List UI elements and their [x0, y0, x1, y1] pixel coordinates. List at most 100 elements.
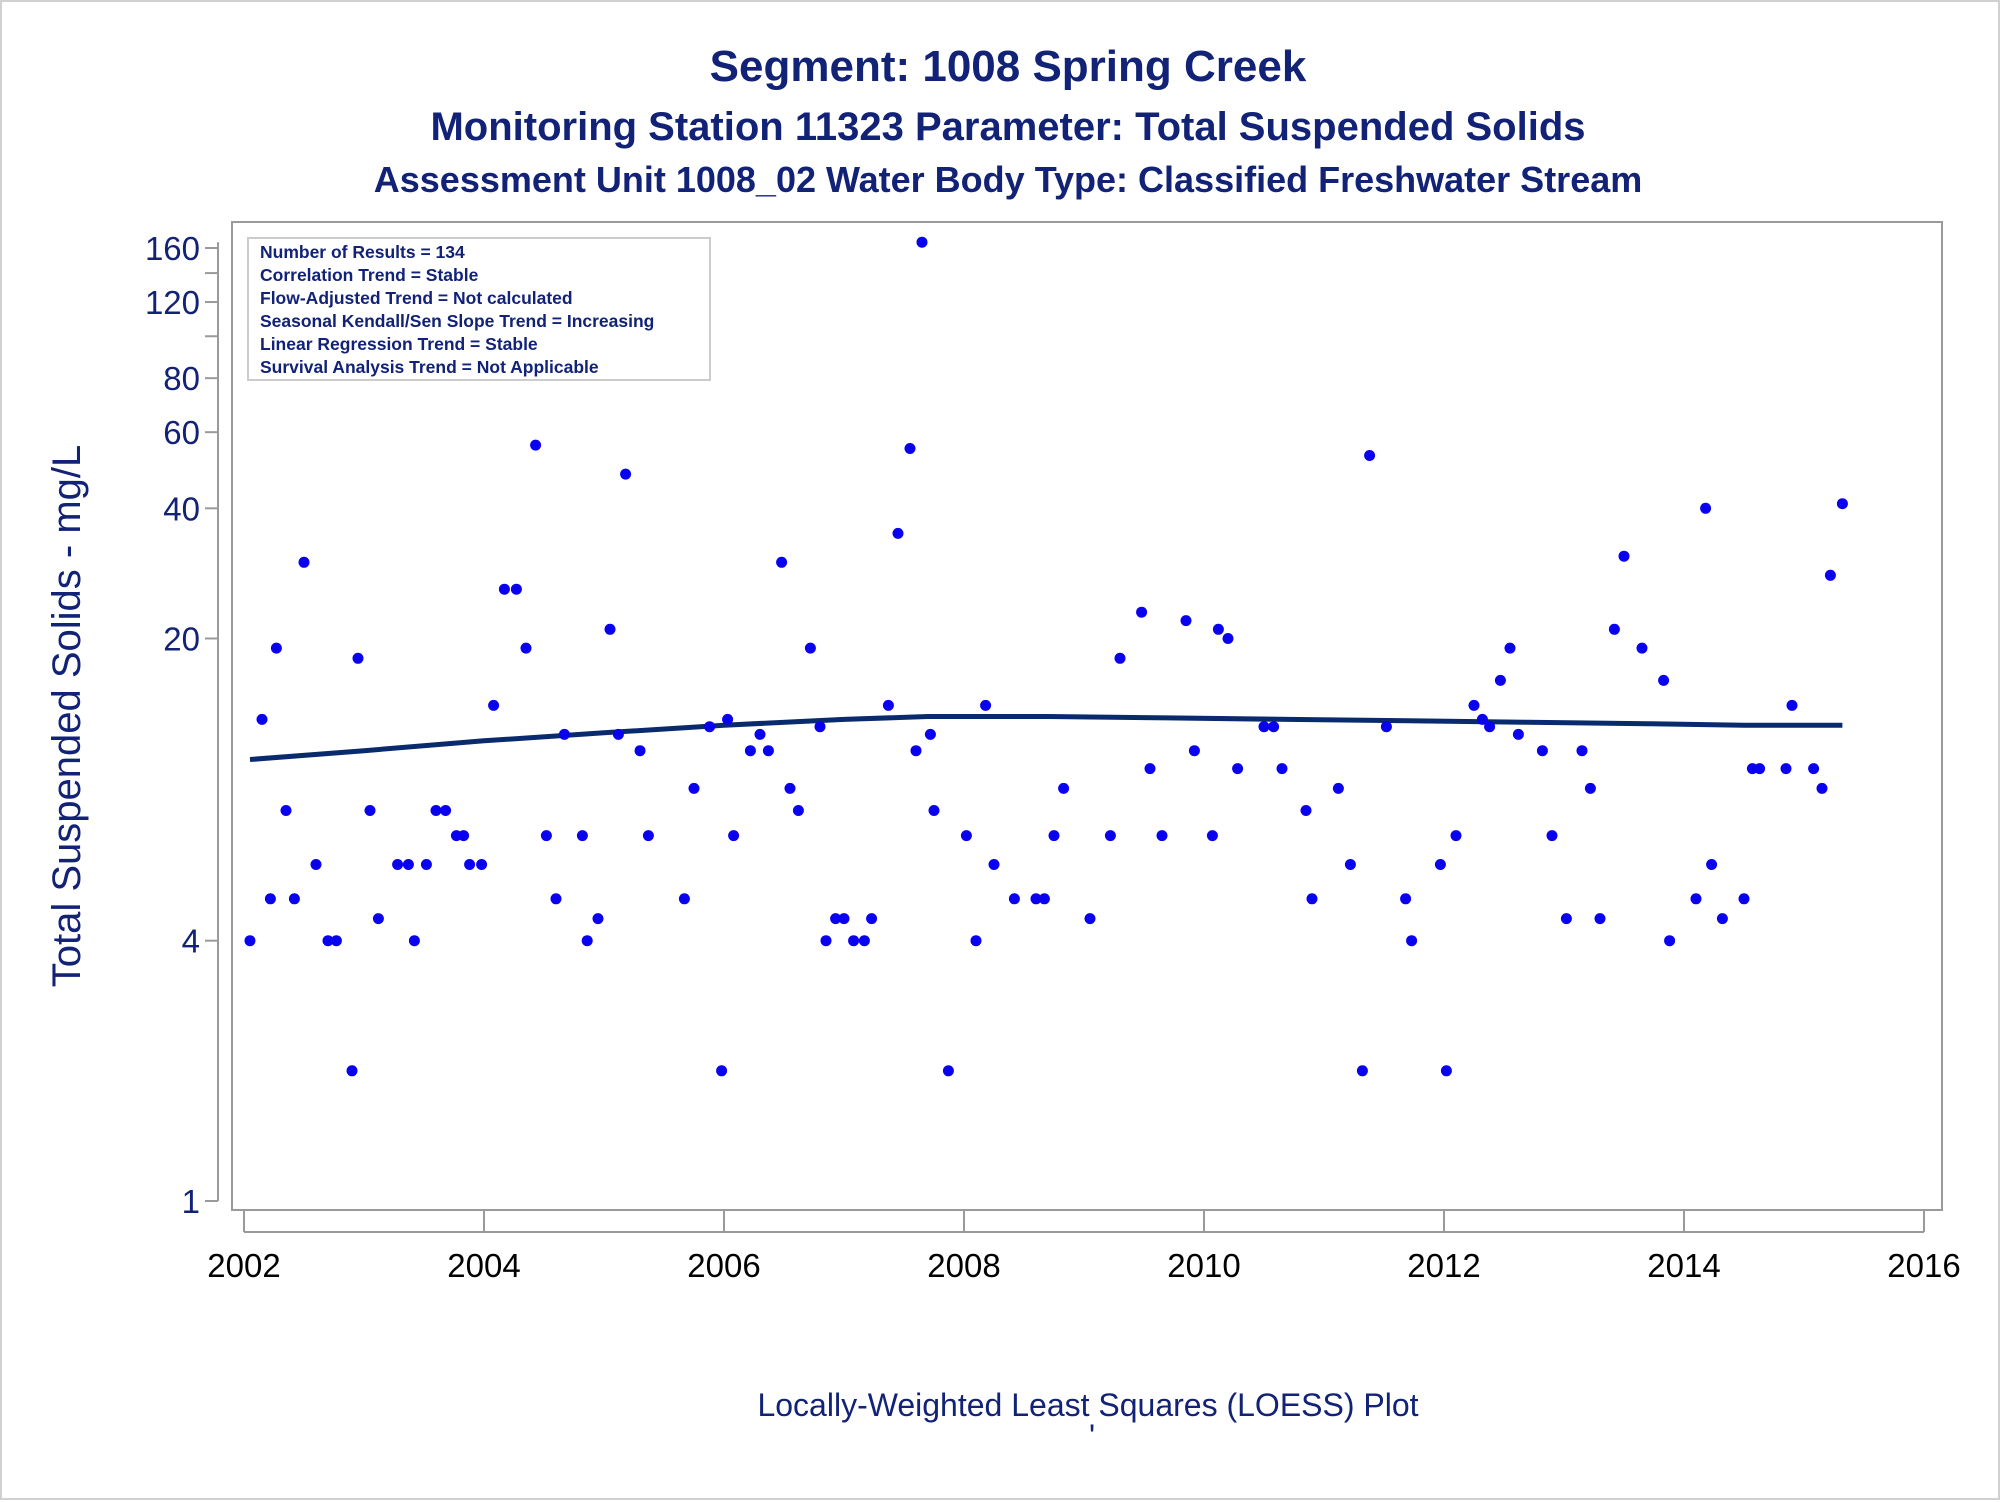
data-point — [1512, 728, 1524, 740]
data-point — [916, 236, 928, 248]
data-point — [848, 935, 860, 947]
data-point — [1706, 859, 1718, 870]
data-point — [372, 913, 384, 925]
data-point — [1058, 782, 1070, 794]
data-point — [1816, 782, 1828, 794]
data-point — [1780, 763, 1792, 775]
footnote: Locally-Weighted Least Squares (LOESS) P… — [757, 1387, 1418, 1423]
loess-layer — [249, 714, 1843, 762]
data-point — [256, 713, 268, 725]
data-point — [1536, 745, 1548, 757]
data-point — [642, 830, 654, 842]
data-point — [550, 893, 562, 905]
data-point — [1030, 893, 1042, 905]
data-point — [1306, 893, 1318, 905]
data-point — [980, 699, 992, 711]
data-point — [1608, 623, 1620, 635]
data-point — [1658, 674, 1670, 686]
data-point — [928, 805, 940, 816]
data-point — [1690, 893, 1702, 905]
data-point — [1038, 893, 1050, 905]
inset-flow-adjusted-trend: Flow-Adjusted Trend = Not calculated — [260, 288, 573, 308]
data-point — [634, 745, 646, 757]
data-point — [776, 556, 788, 568]
data-point — [942, 1065, 954, 1077]
data-point — [604, 623, 616, 635]
data-point — [476, 859, 488, 870]
data-point — [762, 745, 774, 757]
data-point — [540, 830, 552, 842]
data-point — [310, 859, 322, 870]
data-point — [960, 830, 972, 842]
data-point — [298, 556, 310, 568]
data-point — [882, 699, 894, 711]
data-point — [688, 782, 700, 794]
x-tick-label-2002: 2002 — [207, 1247, 280, 1284]
data-point — [430, 805, 442, 816]
data-point — [1344, 859, 1356, 870]
data-point — [1300, 805, 1312, 816]
inset-number-of-results: Number of Results = 134 — [260, 242, 465, 262]
data-point — [612, 728, 624, 740]
data-point — [1476, 713, 1488, 725]
x-tick-label-2006: 2006 — [687, 1247, 760, 1284]
data-point — [1084, 913, 1096, 925]
data-point — [1786, 699, 1798, 711]
data-point — [1738, 893, 1750, 905]
x-tick-label-2012: 2012 — [1407, 1247, 1480, 1284]
points-layer — [244, 236, 1848, 1077]
y-axis-label: Total Suspended Solids - mg/L — [45, 445, 89, 988]
data-point — [1836, 498, 1848, 510]
data-point — [1212, 623, 1224, 635]
data-point — [1494, 674, 1506, 686]
data-point — [402, 859, 414, 870]
chart-subtitle-assessment: Assessment Unit 1008_02 Water Body Type:… — [374, 159, 1643, 200]
chart-subtitle-station: Monitoring Station 11323 Parameter: Tota… — [430, 105, 1585, 149]
data-point — [988, 859, 1000, 870]
data-point — [820, 935, 832, 947]
data-point — [754, 728, 766, 740]
data-point — [558, 728, 570, 740]
data-point — [804, 642, 816, 654]
inset-survival-analysis-trend: Survival Analysis Trend = Not Applicable — [260, 357, 599, 377]
data-point — [576, 830, 588, 842]
data-point — [1808, 763, 1820, 775]
data-point — [1206, 830, 1218, 842]
data-point — [744, 745, 756, 757]
data-point — [1104, 830, 1116, 842]
data-point — [1450, 830, 1462, 842]
data-point — [1484, 721, 1496, 733]
data-point — [1636, 642, 1648, 654]
data-point — [728, 830, 740, 842]
data-point — [464, 859, 476, 870]
y-tick-label-80: 80 — [163, 360, 200, 397]
data-point — [288, 893, 300, 905]
data-point — [1546, 830, 1558, 842]
data-point — [830, 913, 842, 925]
plot-area — [231, 221, 1943, 1211]
data-point — [581, 935, 593, 947]
x-tick-label-2008: 2008 — [927, 1247, 1000, 1284]
data-point — [1258, 721, 1270, 733]
data-point — [866, 913, 878, 925]
data-point — [330, 935, 342, 947]
data-point — [1380, 721, 1392, 733]
data-point — [1584, 782, 1596, 794]
data-point — [620, 468, 632, 480]
data-point — [440, 805, 452, 816]
data-point — [1406, 935, 1418, 947]
data-point — [530, 439, 542, 451]
chart-title: Segment: 1008 Spring Creek — [710, 42, 1307, 91]
data-point — [244, 935, 256, 947]
y-tick-label-1: 1 — [182, 1183, 200, 1220]
results-inset: Number of Results = 134 Correlation Tren… — [247, 237, 711, 381]
data-point — [392, 859, 404, 870]
data-point — [784, 782, 796, 794]
y-tick-label-120: 120 — [145, 284, 200, 321]
data-point — [678, 893, 690, 905]
data-point — [1594, 913, 1606, 925]
data-point — [1268, 721, 1280, 733]
data-point — [1332, 782, 1344, 794]
data-point — [924, 728, 936, 740]
